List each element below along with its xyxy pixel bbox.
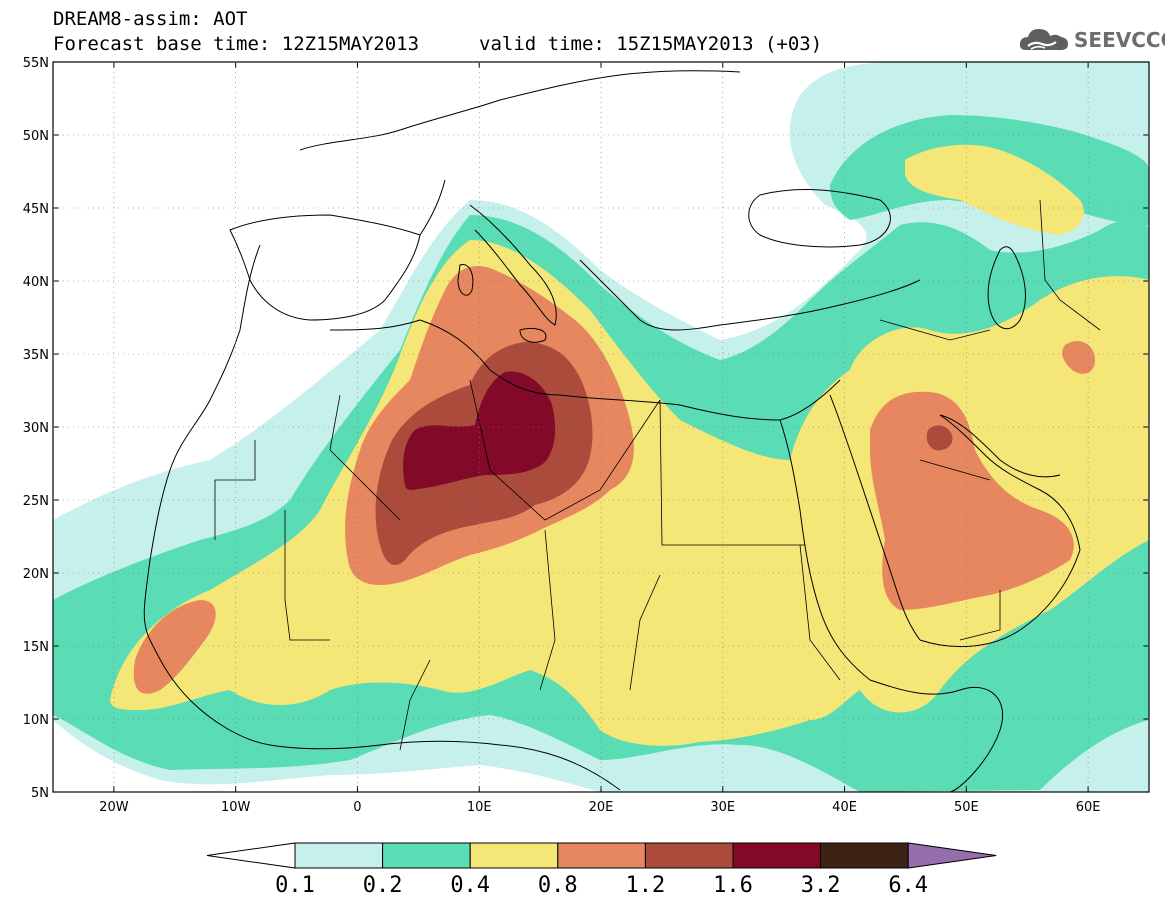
colorbar-swatch [820, 842, 909, 869]
colorbar-high-arrow [907, 842, 997, 869]
lat-tick-label: 35N [23, 348, 49, 363]
latitude-axis: 55N 50N 45N 40N 35N 30N 25N 20N 15N 10N 5N [23, 56, 1149, 801]
aot-band-0.4 [110, 144, 1149, 746]
lat-tick-label: 25N [23, 494, 49, 509]
colorbar: 0.1 0.2 0.4 0.8 1.2 1.6 3.2 6.4 [206, 842, 997, 898]
lon-tick-label: 40E [832, 800, 857, 815]
lat-tick-label: 30N [23, 421, 49, 436]
colorbar-swatch [557, 842, 646, 869]
seevccc-logo: SEEVCCC [1018, 24, 1165, 56]
aot-band-1.6 [403, 371, 556, 490]
colorbar-level-label: 0.4 [450, 873, 490, 898]
lon-tick-label: 60E [1076, 800, 1101, 815]
colorbar-swatch [732, 842, 822, 869]
valid-time-label: valid time: 15Z15MAY2013 (+03) [479, 33, 823, 55]
base-time-label: Forecast base time: 12Z15MAY2013 [53, 33, 420, 55]
coastlines [143, 70, 1081, 792]
lat-tick-label: 20N [23, 567, 49, 582]
lat-tick-label: 5N [31, 786, 49, 801]
cloud-logo-icon [1019, 29, 1068, 50]
lon-tick-label: 0 [353, 800, 361, 815]
logo-text: SEEVCCC [1074, 28, 1165, 52]
lon-tick-label: 20W [99, 800, 129, 815]
colorbar-low-arrow [206, 842, 296, 869]
lon-tick-label: 10W [221, 800, 251, 815]
lat-tick-label: 40N [23, 275, 49, 290]
lat-tick-label: 45N [23, 202, 49, 217]
colorbar-swatch [294, 842, 384, 869]
lat-tick-label: 50N [23, 129, 49, 144]
longitude-axis: 20W 10W 0 10E 20E 30E 40E 50E 60E [99, 62, 1100, 815]
colorbar-level-label: 6.4 [888, 873, 928, 898]
colorbar-level-label: 1.6 [713, 873, 753, 898]
colorbar-swatch [469, 842, 559, 869]
colorbar-level-label: 0.2 [363, 873, 403, 898]
lon-tick-label: 10E [467, 800, 492, 815]
colorbar-level-label: 0.8 [538, 873, 578, 898]
colorbar-level-label: 0.1 [275, 873, 315, 898]
lon-tick-label: 30E [710, 800, 735, 815]
lat-tick-label: 10N [23, 713, 49, 728]
colorbar-level-label: 3.2 [801, 873, 841, 898]
colorbar-swatch [382, 842, 471, 869]
map-title: DREAM8-assim: AOT [53, 8, 248, 30]
colorbar-swatch [644, 842, 734, 869]
map-grid [53, 62, 1149, 792]
lat-tick-label: 55N [23, 56, 49, 71]
lon-tick-label: 50E [954, 800, 979, 815]
forecast-times: Forecast base time: 12Z15MAY2013 valid ti… [53, 33, 822, 55]
colorbar-level-label: 1.2 [626, 873, 666, 898]
country-borders [214, 199, 1101, 751]
lon-tick-label: 20E [589, 800, 614, 815]
lat-tick-label: 15N [23, 640, 49, 655]
